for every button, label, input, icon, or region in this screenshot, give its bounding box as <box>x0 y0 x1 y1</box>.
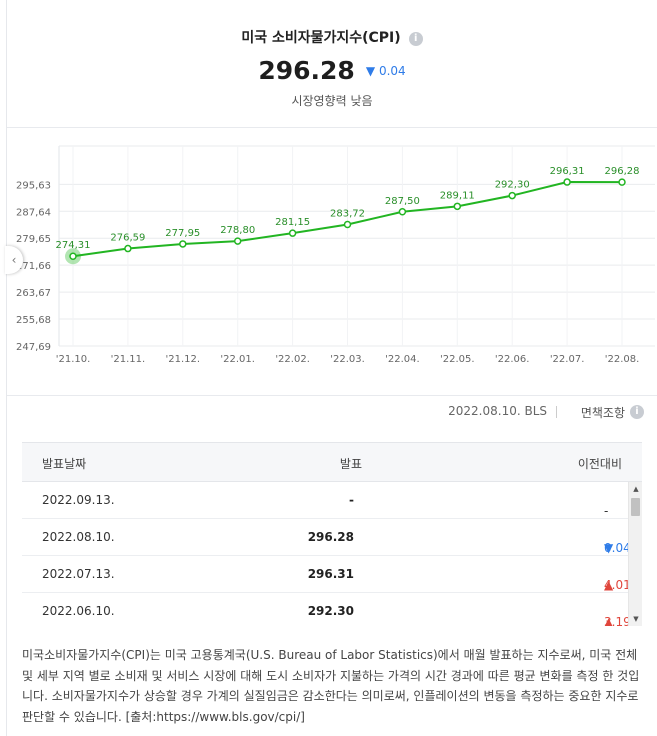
data-point <box>233 237 242 245</box>
data-point <box>288 229 297 237</box>
release-table: 발표날짜 발표 이전대비 2022.09.13. - - 2022.08.10.… <box>22 442 642 626</box>
data-label: 274,31 <box>56 240 91 251</box>
market-impact: 시장영향력 낮음 <box>291 94 373 108</box>
data-label: 296,31 <box>550 166 585 177</box>
x-tick-label: '21.12. <box>166 354 201 365</box>
x-tick-label: '22.05. <box>440 354 475 365</box>
row-change-value: 3.19 <box>604 615 631 626</box>
data-point <box>69 252 77 260</box>
scroll-thumb[interactable] <box>631 498 640 516</box>
up-arrow-icon: ▲ <box>604 578 614 592</box>
data-label: 283,72 <box>330 209 365 220</box>
x-tick-label: '22.02. <box>275 354 310 365</box>
disclaimer-info-icon[interactable]: i <box>630 405 644 419</box>
x-tick-label: '22.08. <box>605 354 640 365</box>
scroll-up-icon[interactable]: ▲ <box>633 485 639 493</box>
disclaimer-link[interactable]: 면책조항 <box>580 406 625 420</box>
data-point <box>563 178 571 186</box>
release-date-source: 2022.08.10. BLS <box>448 404 547 418</box>
data-label: 292,30 <box>495 180 530 191</box>
table-row: 2022.09.13. - - <box>22 482 642 519</box>
row-date: 2022.08.10. <box>42 530 115 544</box>
row-value: 292.30 <box>307 604 354 618</box>
data-point <box>124 244 132 253</box>
row-value: - <box>349 493 354 507</box>
data-label: 289,11 <box>440 190 475 201</box>
data-label: 276,59 <box>110 233 145 244</box>
y-tick-label: 295,63 <box>16 180 51 191</box>
x-tick-label: '22.01. <box>220 354 255 365</box>
y-tick-label: 271,66 <box>16 261 51 272</box>
y-tick-label: 255,68 <box>16 315 51 326</box>
data-point <box>179 240 187 248</box>
y-tick-label: 287,64 <box>16 207 51 218</box>
data-point <box>508 191 516 200</box>
table-body[interactable]: 2022.09.13. - - 2022.08.10. 296.28 ▼ 0.0… <box>22 482 642 626</box>
table-row: 2022.07.13. 296.31 ▲ 4.01 <box>22 556 642 593</box>
indicator-title: 미국 소비자물가지수(CPI) <box>241 30 401 46</box>
data-point <box>453 202 462 211</box>
data-point <box>618 178 626 186</box>
row-date: 2022.06.10. <box>42 604 115 618</box>
row-date: 2022.09.13. <box>42 493 115 507</box>
data-point <box>398 208 407 216</box>
scroll-down-icon[interactable]: ▼ <box>633 615 639 623</box>
x-tick-label: '22.06. <box>495 354 530 365</box>
current-change: ▼ 0.04 <box>366 64 406 78</box>
source-row: 2022.08.10. BLS 면책조항 i <box>7 397 657 437</box>
y-tick-label: 247,69 <box>16 342 51 353</box>
table-row: 2022.06.10. 292.30 ▲ 3.19 <box>22 593 642 626</box>
data-label: 277,95 <box>165 228 200 239</box>
data-point <box>343 220 352 229</box>
row-change-value: - <box>604 504 609 518</box>
y-tick-label: 279,65 <box>16 234 51 245</box>
info-icon[interactable]: i <box>408 32 423 46</box>
header-change: 이전대비 <box>577 457 622 471</box>
left-border <box>6 0 7 736</box>
indicator-value-row: 296.28 ▼ 0.04 <box>7 56 657 85</box>
up-arrow-icon: ▲ <box>604 615 614 626</box>
current-value: 296.28 <box>258 56 355 85</box>
table-scrollbar[interactable]: ▲ ▼ <box>628 482 642 626</box>
row-change-value: 0.04 <box>604 541 631 555</box>
change-value: 0.04 <box>378 63 406 78</box>
data-label: 287,50 <box>385 196 420 207</box>
meta-divider <box>556 406 557 418</box>
x-tick-label: '22.04. <box>385 354 420 365</box>
table-row: 2022.08.10. 296.28 ▼ 0.04 <box>22 519 642 556</box>
indicator-description: 미국소비자물가지수(CPI)는 미국 고용통계국(U.S. Bureau of … <box>22 648 640 724</box>
row-value: 296.31 <box>307 567 354 581</box>
cpi-chart[interactable]: 247,69 255,68 263,67 271,66 279,65 287,64 295,… <box>5 128 657 396</box>
data-label: 278,80 <box>220 225 255 236</box>
data-label: 281,15 <box>275 217 310 228</box>
x-tick-label: '21.10. <box>56 354 91 365</box>
chevron-left-icon: ‹ <box>11 253 17 267</box>
y-tick-label: 263,67 <box>16 288 51 299</box>
header-date: 발표날짜 <box>42 457 87 471</box>
down-arrow-icon: ▼ <box>604 541 614 555</box>
table-header: 발표날짜 발표 이전대비 <box>22 442 642 482</box>
x-tick-label: '21.11. <box>111 354 146 365</box>
chart-svg: 247,69 255,68 263,67 271,66 279,65 287,64 295,… <box>16 145 655 365</box>
indicator-header: 미국 소비자물가지수(CPI) i 296.28 ▼ 0.04 시장영향력 낮음 <box>7 0 657 128</box>
header-value: 발표 <box>339 457 362 471</box>
indicator-title-row: 미국 소비자물가지수(CPI) i <box>7 27 657 47</box>
row-value: 296.28 <box>307 530 354 544</box>
row-date: 2022.07.13. <box>42 567 115 581</box>
chart-prev-button[interactable]: ‹ <box>5 246 23 274</box>
down-arrow-icon: ▼ <box>365 63 376 78</box>
row-change-value: 4.01 <box>604 578 631 592</box>
data-label: 296,28 <box>605 166 640 177</box>
x-tick-label: '22.03. <box>330 354 365 365</box>
x-tick-label: '22.07. <box>550 354 585 365</box>
